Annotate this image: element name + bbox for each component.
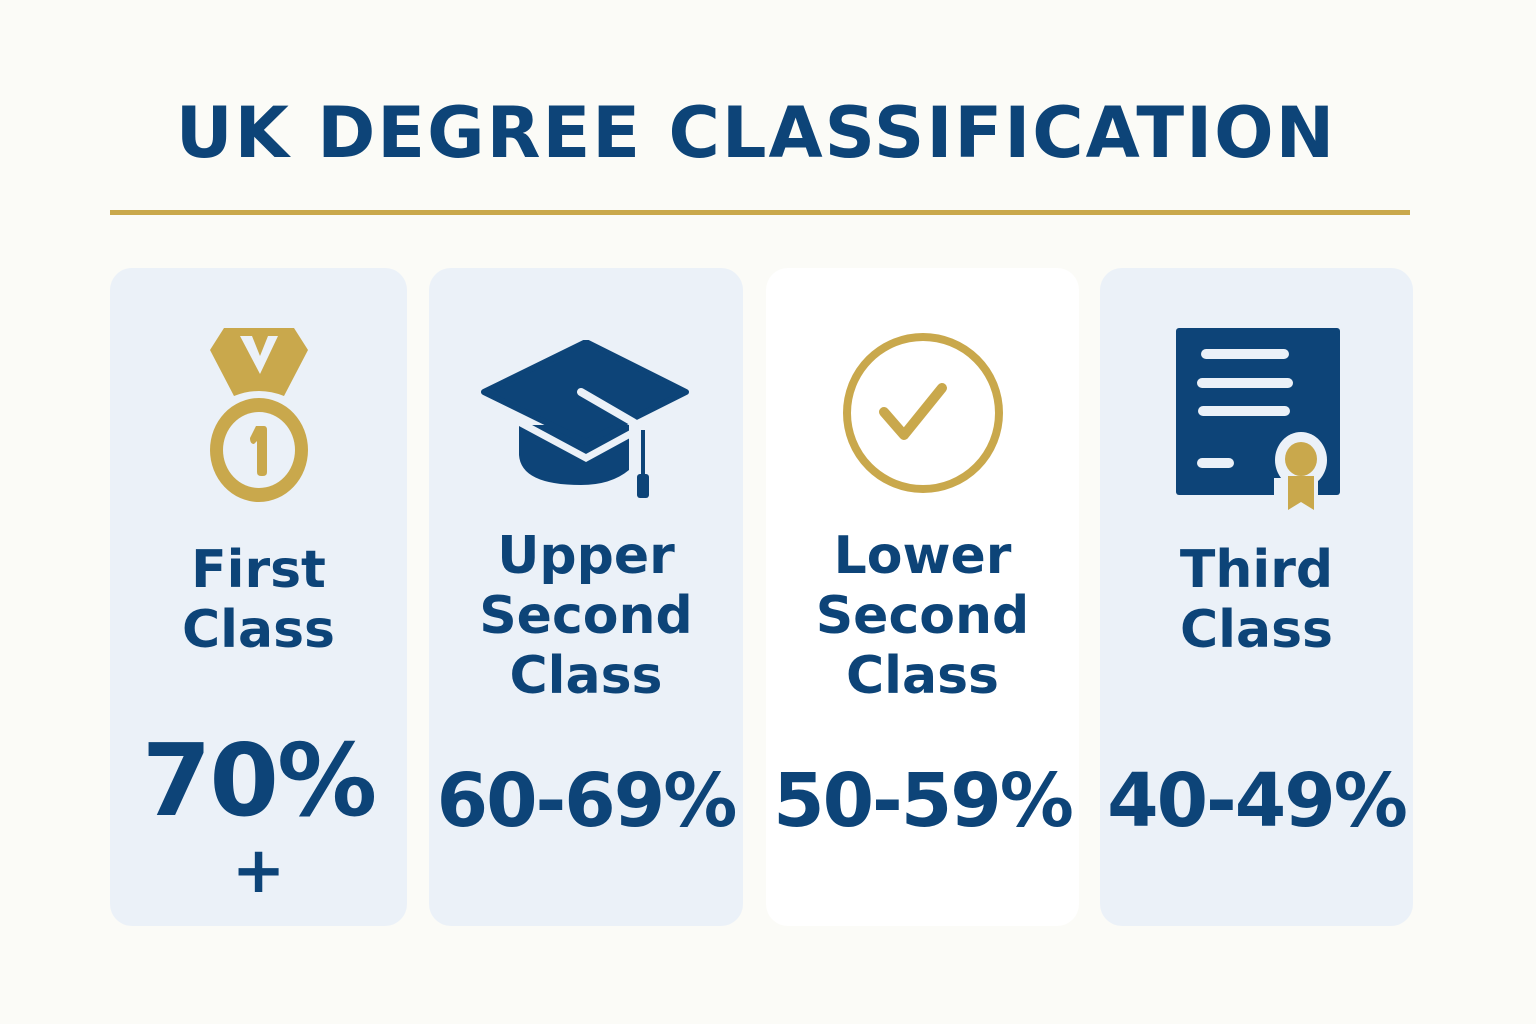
label-line: Second	[479, 586, 693, 646]
class-label: First Class	[110, 540, 407, 660]
percentage-range: 60-69%	[436, 758, 738, 844]
medal-icon	[209, 328, 308, 502]
percentage-range: 70%	[141, 722, 377, 839]
percentage-range: 40-49%	[1107, 758, 1408, 844]
certificate-icon	[1175, 328, 1340, 510]
label-line: Upper	[497, 526, 675, 586]
label-line: Class	[182, 600, 335, 660]
class-label: Lower Second Class	[766, 526, 1079, 706]
card-third-class: Third Class 40-49%	[1100, 268, 1413, 926]
page-title: UK DEGREE CLASSIFICATION	[175, 92, 1337, 174]
card-first-class: First Class 70% +	[110, 268, 407, 926]
label-line: Lower	[833, 526, 1012, 586]
percentage-suffix: +	[231, 834, 286, 908]
check-circle-icon	[842, 333, 1003, 493]
class-label: Third Class	[1100, 540, 1413, 660]
card-upper-second-class: Upper Second Class 60-69%	[429, 268, 743, 926]
label-line: Second	[815, 586, 1030, 646]
title-divider	[110, 210, 1410, 215]
label-line: Third	[1179, 540, 1334, 600]
percentage-range: 50-59%	[773, 758, 1074, 844]
label-line: Class	[509, 646, 663, 706]
label-line: Class	[846, 646, 999, 706]
card-lower-second-class: Lower Second Class 50-59%	[766, 268, 1079, 926]
graduation-cap-icon	[481, 340, 689, 498]
class-label: Upper Second Class	[429, 526, 743, 706]
label-line: Class	[1180, 600, 1333, 660]
label-line: First	[191, 540, 326, 600]
